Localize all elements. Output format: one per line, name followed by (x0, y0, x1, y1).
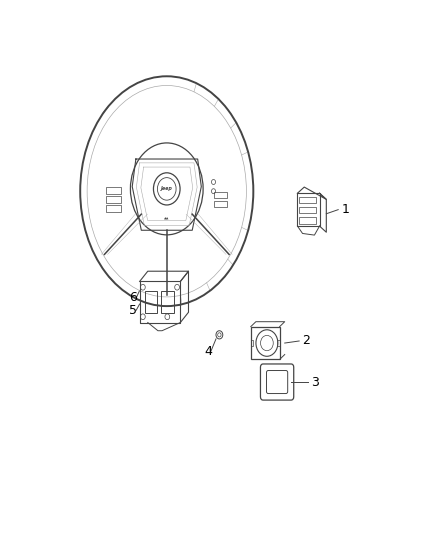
Bar (106, 187, 120, 193)
Bar (299, 197, 316, 203)
Bar (214, 191, 226, 198)
Bar (251, 327, 279, 359)
Text: 3: 3 (311, 376, 319, 389)
Bar (106, 205, 120, 212)
Bar (299, 207, 316, 213)
Text: Jeep: Jeep (161, 187, 173, 191)
Bar (106, 196, 120, 203)
Bar (299, 217, 316, 224)
Text: 4: 4 (204, 345, 212, 358)
Text: 5: 5 (130, 304, 138, 317)
Text: ▲▲: ▲▲ (164, 217, 170, 221)
Text: 2: 2 (303, 335, 311, 348)
Text: 1: 1 (342, 203, 350, 216)
Bar (145, 290, 158, 313)
Bar (214, 200, 226, 207)
Bar (251, 340, 254, 346)
Text: 6: 6 (130, 292, 137, 304)
Bar (277, 340, 279, 346)
Bar (161, 290, 174, 313)
